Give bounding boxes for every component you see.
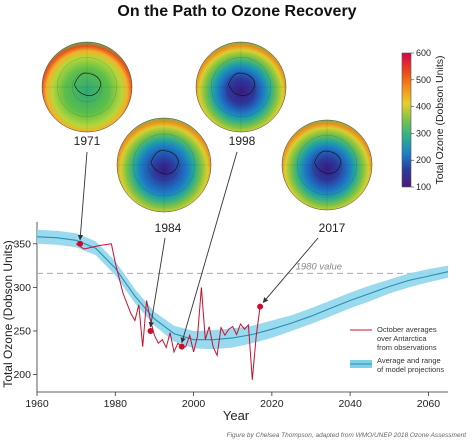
highlight-point-2017: [257, 303, 264, 310]
map-graticule: [226, 72, 256, 102]
y-tick-label: 300: [13, 282, 31, 294]
map-year-label-1984: 1984: [155, 221, 182, 235]
observation-line: [75, 243, 261, 380]
legend-label-observations: October averages: [377, 325, 437, 334]
colorbar-gradient: [401, 52, 412, 188]
highlight-point-1998: [178, 343, 185, 350]
ozone-map-2017: [281, 119, 373, 211]
y-tick-label: 350: [13, 238, 31, 250]
x-tick-label: 2060: [417, 398, 441, 410]
colorbar: 600 500 400 300 200 100 Total Ozone (Dobson U…: [401, 48, 446, 192]
colorbar-tick-label: 200: [416, 155, 431, 165]
map-year-label-1971: 1971: [74, 134, 101, 148]
legend-label-model: Average and range: [377, 356, 441, 365]
highlight-point-1984: [147, 327, 154, 334]
x-axis-label: Year: [223, 408, 250, 423]
legend-label-observations: over Antarctica: [377, 334, 427, 343]
antarctica-outline: [74, 72, 102, 97]
callout-arrow-1984: [148, 237, 166, 328]
highlight-point-1971: [77, 240, 84, 247]
callout-arrows: [77, 151, 319, 344]
colorbar-tick-label: 100: [416, 182, 431, 192]
map-graticule: [211, 57, 271, 117]
colorbar-ticks: 600 500 400 300 200 100: [411, 48, 431, 192]
x-tick-label: 2000: [182, 398, 206, 410]
y-axis-label: Total Ozone (Dobson Units): [1, 240, 15, 387]
map-year-label-1998: 1998: [229, 134, 256, 148]
map-graticule: [148, 149, 180, 181]
highlighted-points: [77, 240, 264, 350]
legend-label-model: of model projections: [377, 365, 444, 374]
credit-text: Figure by Chelsea Thompson, adapted from…: [227, 432, 468, 439]
antarctica-outline: [314, 150, 342, 175]
antarctica-outline: [150, 150, 179, 175]
x-tick-label: 1980: [104, 398, 128, 410]
callout-arrow-2017: [262, 237, 319, 303]
ozone-maps: 1971 1984 1998 2017: [41, 41, 373, 235]
map-graticule: [297, 135, 357, 195]
ozone-map-1998: [195, 41, 287, 133]
reference-line: 1980 value: [37, 261, 448, 274]
colorbar-tick-label: 300: [416, 128, 431, 138]
legend-label-observations: from observations: [377, 343, 437, 352]
map-year-label-2017: 2017: [319, 221, 346, 235]
axes: 1960 1980 2000 2020 2040 2060 200 250 300 350: [13, 222, 448, 410]
callout-arrow-1971: [77, 151, 88, 241]
x-tick-label: 2040: [338, 398, 362, 410]
map-graticule: [312, 150, 342, 180]
antarctica-outline: [228, 72, 256, 97]
colorbar-tick-label: 600: [416, 48, 431, 58]
map-graticule: [72, 72, 102, 102]
y-tick-label: 200: [13, 369, 31, 381]
map-graticule: [132, 133, 196, 197]
figure-title: On the Path to Ozone Recovery: [117, 3, 356, 20]
reference-line-label: 1980 value: [296, 261, 342, 272]
colorbar-tick-label: 500: [416, 75, 431, 85]
plot-area: 1960 1980 2000 2020 2040 2060 200 250 300 350 198…: [1, 151, 449, 423]
model-mean-line: [36, 236, 449, 341]
colorbar-tick-label: 400: [416, 102, 431, 112]
colorbar-label: Total Ozone (Dobson Units): [434, 56, 446, 185]
x-tick-label: 2020: [260, 398, 284, 410]
map-graticule: [57, 57, 117, 117]
ozone-map-1971: [41, 41, 133, 133]
x-tick-label: 1960: [25, 398, 49, 410]
ozone-map-1984: [116, 117, 212, 213]
callout-arrow-1998: [180, 151, 238, 344]
y-tick-label: 250: [13, 325, 31, 337]
